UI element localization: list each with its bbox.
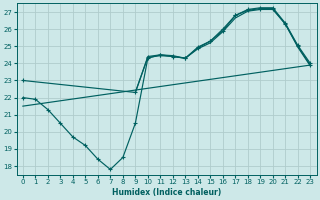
X-axis label: Humidex (Indice chaleur): Humidex (Indice chaleur): [112, 188, 221, 197]
